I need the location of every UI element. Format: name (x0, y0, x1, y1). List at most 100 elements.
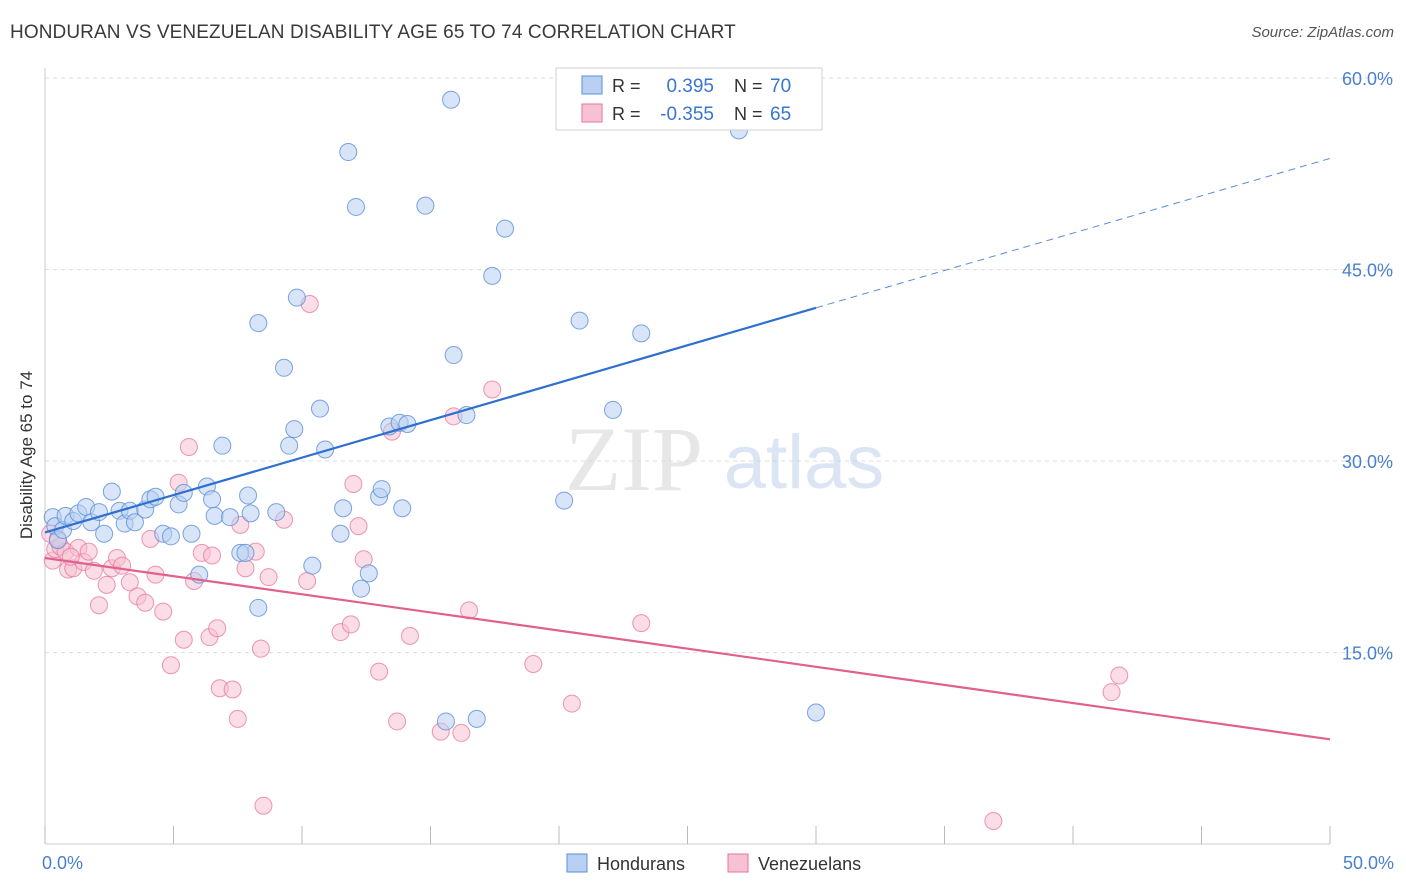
hondurans-point (203, 490, 222, 509)
watermark: ZIP atlas (565, 408, 884, 510)
venezuelans-point (341, 615, 360, 634)
hondurans-point (249, 314, 268, 333)
y-tick-label-45: 45.0% (1342, 261, 1393, 281)
venezuelans-point (236, 559, 255, 578)
hondurans-point (241, 504, 260, 523)
y-tick-label-15: 15.0% (1342, 644, 1393, 664)
venezuelans-point (349, 517, 368, 536)
venezuelans-point (370, 662, 389, 681)
hondurans-point (249, 598, 268, 617)
hondurans-trend-line (44, 306, 817, 534)
hondurans-point (182, 524, 201, 543)
y-tick-label-60: 60.0% (1342, 69, 1393, 89)
venezuelans-point (483, 380, 502, 399)
legend-swatch-hondurans (581, 75, 603, 95)
venezuelans-point (298, 572, 317, 591)
legend-n-label-2: N = (734, 104, 763, 124)
y-tick-labels: 15.0% 30.0% 45.0% 60.0% (1342, 69, 1393, 664)
hondurans-point (444, 346, 463, 365)
legend-r-label-1: R = (612, 76, 641, 96)
hondurans-point (280, 436, 299, 455)
venezuelans-point (136, 593, 155, 612)
hondurans-point (436, 712, 455, 731)
venezuelans-point (228, 709, 247, 728)
venezuelans-point (388, 712, 407, 731)
legend-n-value-1: 70 (770, 76, 791, 97)
hondurans-point (267, 503, 286, 522)
venezuelans-point (524, 654, 543, 673)
hondurans-point (483, 266, 502, 285)
hondurans-point (239, 486, 258, 505)
hondurans-point (442, 90, 461, 109)
venezuelans-point (259, 568, 278, 587)
venezuelans-point (203, 546, 222, 565)
hondurans-point (213, 436, 232, 455)
venezuelans-point (984, 812, 1003, 831)
venezuelans-point (79, 542, 98, 561)
hondurans-point (95, 524, 114, 543)
hondurans-point (346, 197, 365, 216)
hondurans-point (416, 196, 435, 215)
bottom-legend-swatch-hondurans (566, 853, 588, 873)
hondurans-point (287, 288, 306, 307)
hondurans-point (603, 400, 622, 419)
trend-lines (44, 157, 1331, 741)
legend-r-label-2: R = (612, 104, 641, 124)
venezuelans-point (97, 575, 116, 594)
hondurans-point (467, 709, 486, 728)
hondurans-point (125, 513, 144, 532)
y-axis-label: Disability Age 65 to 74 (17, 371, 36, 539)
venezuelans-points (41, 294, 1129, 831)
hondurans-point (303, 556, 322, 575)
chart-title: HONDURAN VS VENEZUELAN DISABILITY AGE 65… (10, 22, 736, 43)
venezuelans-point (562, 694, 581, 713)
venezuelans-point (632, 614, 651, 633)
hondurans-point (275, 358, 294, 377)
venezuelans-point (161, 656, 180, 675)
hondurans-point (398, 414, 417, 433)
venezuelans-point (89, 596, 108, 615)
venezuelans-point (223, 680, 242, 699)
venezuelans-point (179, 437, 198, 456)
bottom-legend-label-hondurans: Hondurans (597, 854, 685, 874)
hondurans-point (632, 324, 651, 343)
venezuelans-trend-line (44, 556, 1331, 741)
hondurans-point (310, 399, 329, 418)
axes (44, 68, 1331, 845)
bottom-legend-label-venezuelans: Venezuelans (758, 854, 861, 874)
hondurans-point (285, 420, 304, 439)
hondurans-point (372, 480, 391, 499)
venezuelans-point (400, 626, 419, 645)
hondurans-trend-extension (815, 157, 1331, 309)
hondurans-point (331, 524, 350, 543)
legend-n-value-2: 65 (770, 104, 791, 125)
hondurans-point (807, 703, 825, 722)
hondurans-point (236, 543, 255, 562)
venezuelans-point (254, 796, 273, 815)
hondurans-point (334, 499, 353, 518)
bottom-legend-swatch-venezuelans (727, 853, 749, 873)
hondurans-point (555, 491, 574, 510)
venezuelans-point (113, 556, 132, 575)
series-legend: Hondurans Venezuelans (566, 853, 861, 874)
watermark-atlas: atlas (724, 420, 885, 505)
hondurans-point (393, 499, 412, 518)
venezuelans-point (174, 630, 193, 649)
legend-r-value-2: -0.355 (660, 104, 714, 125)
hondurans-point (359, 564, 378, 583)
hondurans-point (205, 506, 224, 525)
venezuelans-point (208, 619, 227, 638)
hondurans-point (221, 508, 240, 527)
venezuelans-point (154, 602, 173, 621)
legend-r-value-1: 0.395 (666, 76, 714, 97)
source-label: Source: ZipAtlas.com (1251, 24, 1394, 41)
correlation-legend: R = 0.395 N = 70 R = -0.355 N = 65 (555, 67, 823, 131)
legend-swatch-venezuelans (581, 103, 603, 123)
y-tick-label-30: 30.0% (1342, 452, 1393, 472)
venezuelans-point (344, 474, 363, 493)
hondurans-point (570, 311, 589, 330)
hondurans-point (339, 143, 358, 162)
legend-n-label-1: N = (734, 76, 763, 96)
hondurans-point (496, 219, 515, 238)
